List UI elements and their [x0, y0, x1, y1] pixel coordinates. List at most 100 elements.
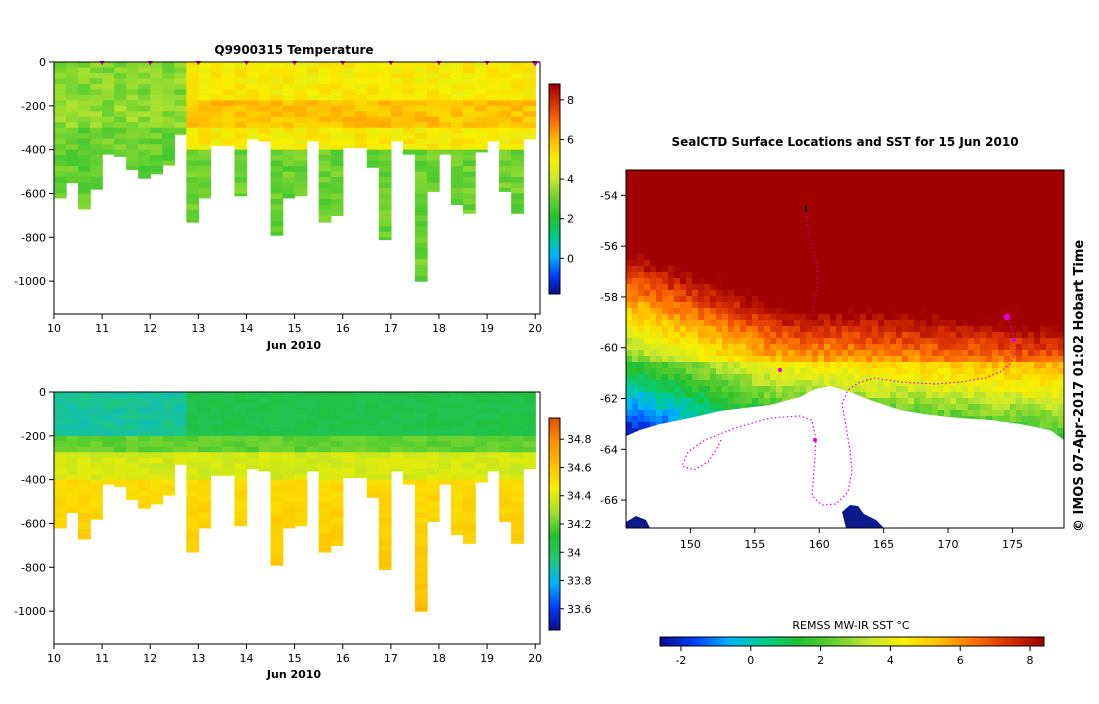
sst-cell — [1010, 188, 1017, 195]
sst-cell — [884, 224, 891, 231]
salinity-cell — [415, 556, 428, 562]
sst-cell — [656, 188, 663, 195]
salinity-cell — [234, 458, 247, 464]
sst-cell — [1004, 182, 1011, 189]
sst-cell — [890, 326, 897, 333]
temperature-cell — [271, 232, 284, 236]
sst-cell — [926, 224, 933, 231]
temperature-cell — [78, 111, 91, 117]
salinity-cell — [367, 491, 380, 497]
sst-cell — [722, 272, 729, 279]
sst-cell — [782, 170, 789, 177]
sst-cell — [860, 374, 867, 381]
temperature-cell — [54, 172, 67, 178]
sst-cell — [878, 212, 885, 219]
sst-cell — [980, 230, 987, 237]
sst-cell — [824, 260, 831, 267]
temperature-cell — [162, 144, 175, 150]
sst-cell — [770, 398, 777, 405]
sst-cell — [974, 302, 981, 309]
sst-cell — [698, 362, 705, 369]
salinity-cell — [451, 507, 464, 513]
sst-cell — [770, 278, 777, 285]
sst-cell — [800, 248, 807, 255]
sst-cell — [812, 248, 819, 255]
sst-cell — [692, 212, 699, 219]
sst-cell — [1040, 194, 1047, 201]
temperature-cell — [283, 139, 296, 145]
temperature-cell — [78, 188, 91, 194]
sst-cell — [668, 332, 675, 339]
sst-cell — [854, 350, 861, 357]
salinity-cell — [283, 507, 296, 513]
salinity-cell — [78, 452, 91, 458]
salinity-cell — [174, 441, 187, 447]
sst-cell — [1010, 386, 1017, 393]
sst-cell — [638, 206, 645, 213]
temperature-cell — [415, 111, 428, 117]
sst-cell — [740, 254, 747, 261]
salinity-cell — [162, 419, 175, 425]
sst-cell — [950, 284, 957, 291]
sst-cell — [818, 224, 825, 231]
sst-cell — [872, 212, 879, 219]
salinity-cell — [114, 392, 127, 398]
sst-cell — [800, 242, 807, 249]
salinity-cell — [367, 496, 380, 498]
sst-cell — [1046, 344, 1053, 351]
sst-cell — [938, 170, 945, 177]
sst-cell — [836, 326, 843, 333]
temperature-cell — [138, 73, 151, 79]
temperature-cell — [162, 150, 175, 156]
sst-cell — [1052, 320, 1059, 327]
sst-cell — [728, 230, 735, 237]
temperature-cell — [210, 62, 223, 68]
salinity-cell — [259, 436, 272, 442]
sst-cell — [776, 278, 783, 285]
salinity-cell — [355, 474, 368, 478]
sst-cell — [650, 176, 657, 183]
sst-cell — [902, 242, 909, 249]
sst-cell — [764, 374, 771, 381]
salinity-cell — [439, 392, 452, 398]
sst-cell — [722, 248, 729, 255]
temperature-cell — [439, 95, 452, 101]
sst-cell — [692, 362, 699, 369]
sst-cell — [794, 194, 801, 201]
sst-cell — [830, 224, 837, 231]
temperature-cell — [463, 117, 476, 123]
sst-cell — [1052, 314, 1059, 321]
salinity-cell — [391, 458, 404, 464]
salinity-cell — [427, 441, 440, 447]
sst-cell — [668, 290, 675, 297]
sst-cell — [860, 260, 867, 267]
sst-cell — [848, 284, 855, 291]
sst-cell — [836, 338, 843, 345]
temperature-cell — [114, 73, 127, 79]
sst-cell — [842, 374, 849, 381]
salinity-cell — [283, 436, 296, 442]
sst-cell — [950, 392, 957, 399]
salinity-cell — [379, 408, 392, 414]
sst-cell — [902, 350, 909, 357]
sst-cell — [710, 248, 717, 255]
sst-cell — [644, 194, 651, 201]
temperature-cell — [403, 139, 416, 145]
sst-cell — [830, 362, 837, 369]
sst-cell — [818, 350, 825, 357]
temperature-cell — [54, 84, 67, 90]
sst-cell — [1016, 200, 1023, 207]
sst-cell — [650, 218, 657, 225]
temperature-cell — [511, 144, 524, 150]
sst-cell — [992, 410, 999, 417]
salinity-cell — [174, 430, 187, 436]
sst-cell — [776, 212, 783, 219]
sst-cell — [1016, 368, 1023, 375]
salinity-cell — [283, 474, 296, 480]
sst-cell — [908, 236, 915, 243]
sst-cell — [740, 284, 747, 291]
sst-cell — [716, 398, 723, 405]
sst-cell — [1034, 272, 1041, 279]
temperature-cell — [174, 106, 187, 112]
